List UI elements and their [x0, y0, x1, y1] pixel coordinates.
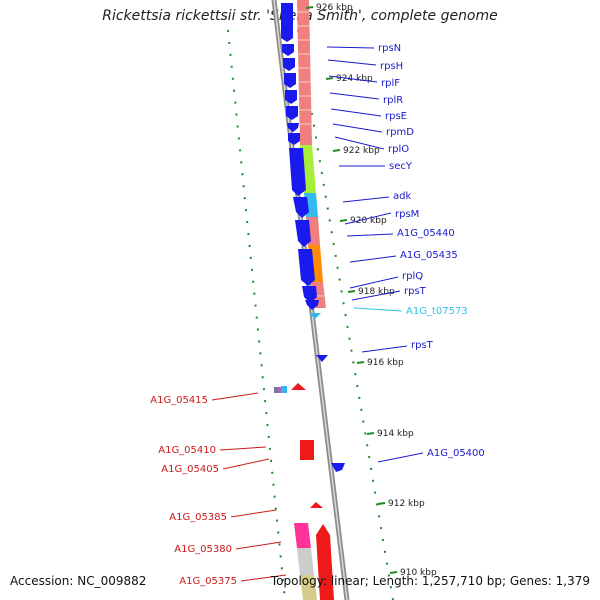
tick-mark: [339, 219, 348, 222]
gene-leader-line: [377, 452, 424, 463]
tick-mark: [305, 6, 314, 9]
gene-label[interactable]: A1G_05400: [427, 448, 485, 459]
gene-leader-line: [330, 108, 382, 117]
accession-label: Accession: NC_009882: [10, 574, 147, 588]
gene-leader-line: [222, 458, 270, 470]
gene-leader-line: [230, 509, 277, 518]
gene-leader-line: [349, 276, 399, 289]
gene-label[interactable]: A1G_t07573: [406, 306, 468, 317]
gene-label[interactable]: A1G_05380: [174, 544, 232, 555]
gene-label-layer: rpsN rpsH rplF rplR rpsE rpmD rplO secY adk rpsM A…: [150, 43, 485, 587]
lagging-strand-genes: [274, 383, 334, 600]
gene-leader-line: [334, 136, 385, 150]
gene-leader-line: [346, 233, 394, 237]
leading-strand-genes: [281, 3, 345, 472]
gene-leader-line: [235, 541, 282, 550]
gene-leader-line: [211, 392, 259, 401]
right-tick-track: [297, 29, 394, 600]
genome-summary: Topology: linear; Length: 1,257,710 bp; …: [270, 574, 590, 588]
tick-mark: [389, 571, 398, 574]
gene-label[interactable]: rplQ: [402, 271, 423, 282]
gene-leader-line: [332, 123, 383, 133]
gene-leader-line: [353, 307, 403, 312]
gene-label[interactable]: rplF: [381, 78, 400, 89]
gene-leader-line: [344, 212, 392, 225]
gene-leader-line: [349, 255, 397, 263]
tick-label: 916 kbp: [367, 358, 404, 368]
gene-label[interactable]: rpsE: [385, 111, 407, 122]
gene-label[interactable]: A1G_05435: [400, 250, 458, 261]
gene-label[interactable]: A1G_05375: [179, 576, 237, 587]
gene-label[interactable]: rpsN: [378, 43, 401, 54]
gene-leader-line: [351, 290, 401, 301]
tick-mark: [332, 149, 341, 152]
gene-label[interactable]: A1G_05410: [158, 445, 216, 456]
tick-mark: [377, 502, 386, 505]
tick-label: 926 kbp: [316, 3, 353, 13]
gene-label[interactable]: rplO: [388, 144, 409, 155]
gene-leader-line: [342, 196, 390, 203]
tick-label: 922 kbp: [343, 146, 380, 156]
gene-leader-line: [240, 574, 287, 582]
left-tick-track: [227, 29, 286, 600]
tick-mark: [347, 290, 356, 293]
tick-mark: [356, 361, 365, 364]
gene-label[interactable]: rpsT: [411, 340, 434, 351]
gene-label[interactable]: adk: [393, 191, 411, 202]
tick-label: 920 kbp: [350, 216, 387, 226]
gene-label[interactable]: rpsM: [395, 209, 419, 220]
gene-leader-line: [219, 446, 267, 451]
gene-label[interactable]: rplR: [383, 95, 403, 106]
tick-label: 914 kbp: [377, 429, 414, 439]
gene-label[interactable]: A1G_05415: [150, 395, 208, 406]
gene-label[interactable]: rpsH: [380, 61, 403, 72]
gene-label[interactable]: A1G_05385: [169, 512, 227, 523]
gene-leader-line: [326, 46, 375, 49]
gene-label[interactable]: A1G_05440: [397, 228, 455, 239]
tick-label: 912 kbp: [388, 499, 425, 509]
tick-mark: [366, 432, 375, 435]
gene-leader-line: [361, 345, 408, 353]
gene-label[interactable]: rpsT: [404, 286, 427, 297]
gene-leader-line: [329, 92, 380, 100]
gene-leader-line: [328, 75, 378, 83]
gene-label[interactable]: rpmD: [386, 127, 414, 138]
gene-label[interactable]: A1G_05405: [161, 464, 219, 475]
tick-mark: [325, 77, 334, 80]
gene-leader-line: [327, 59, 377, 66]
tick-label: 918 kbp: [358, 287, 395, 297]
gene-label[interactable]: secY: [389, 161, 413, 172]
tick-label: 910 kbp: [400, 568, 437, 578]
